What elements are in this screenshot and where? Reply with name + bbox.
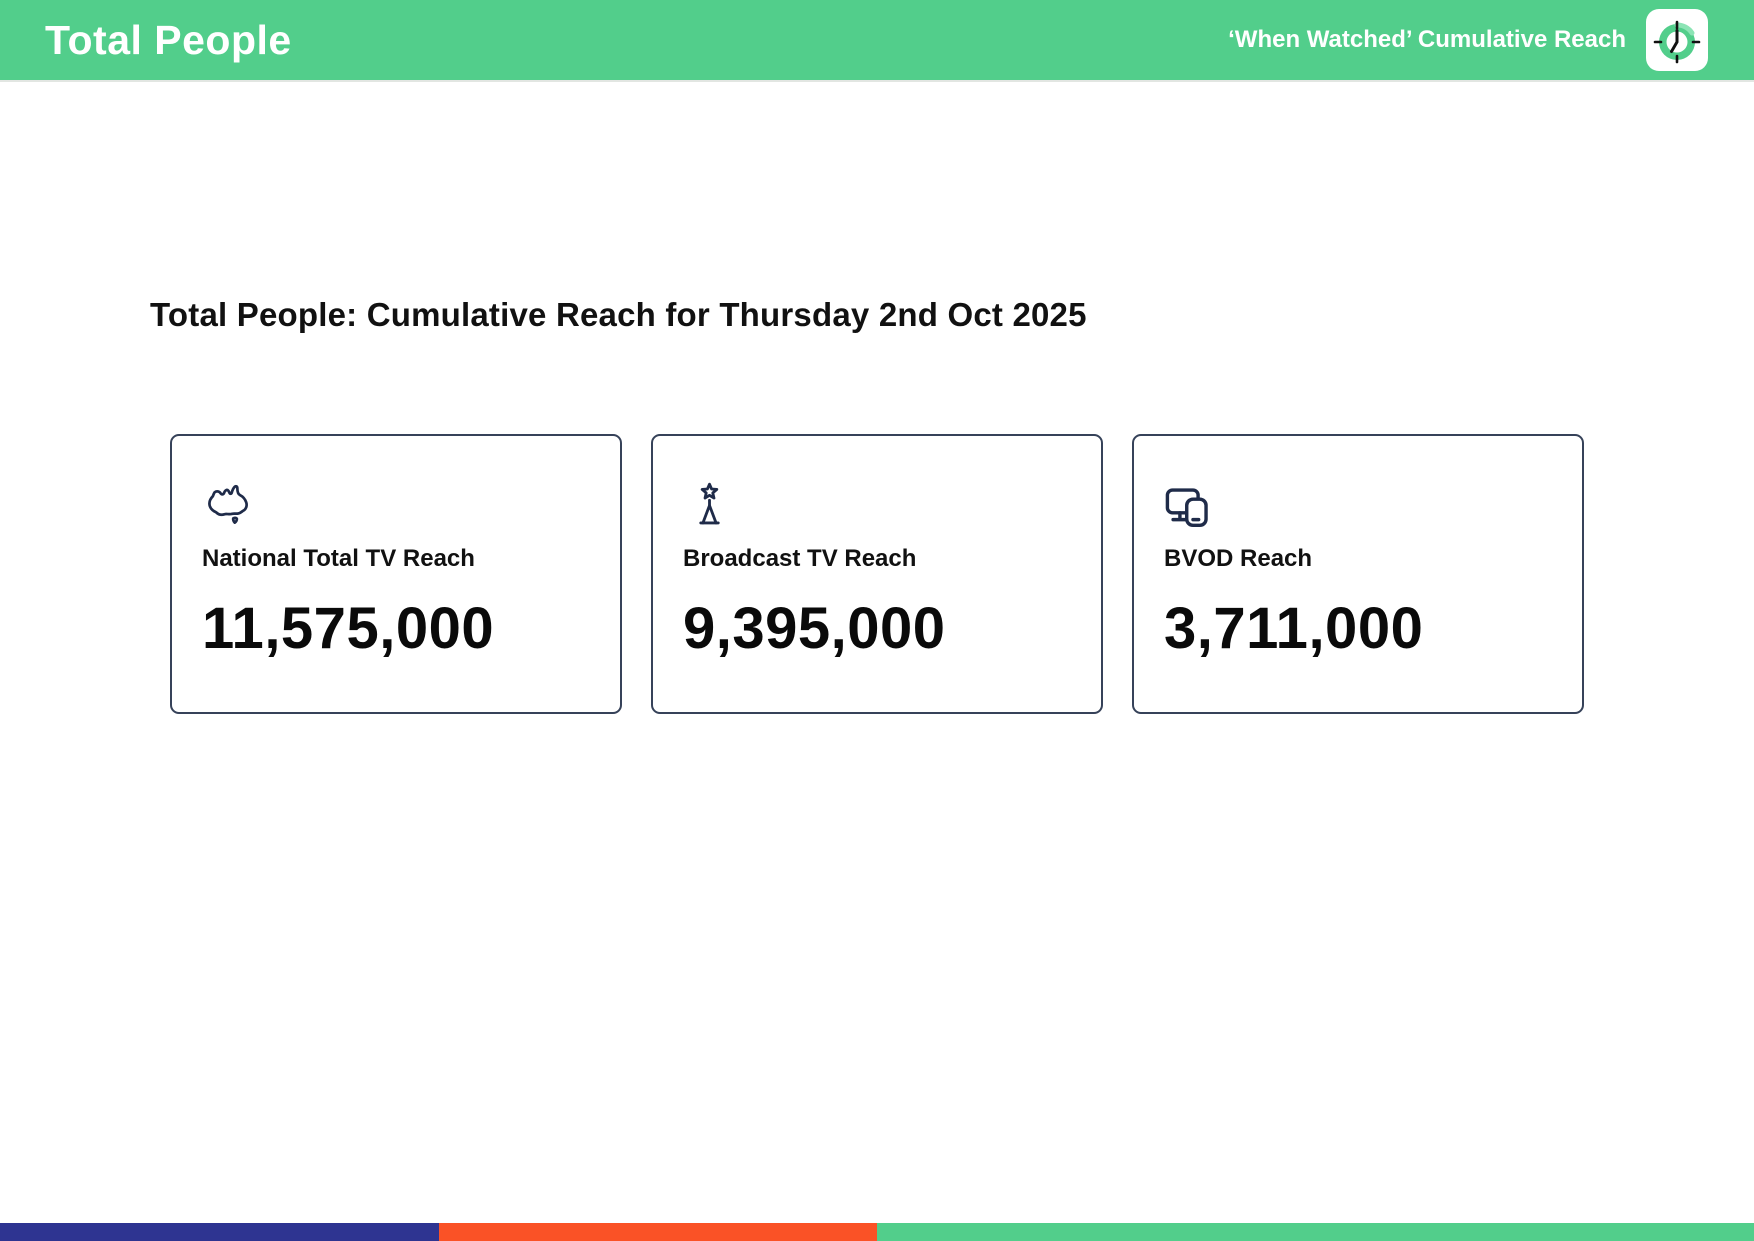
page-title: Total People	[45, 16, 292, 63]
card-national-total-tv-reach: National Total TV Reach 11,575,000	[170, 434, 622, 714]
card-bvod-reach: BVOD Reach 3,711,000	[1132, 434, 1584, 714]
card-value: 9,395,000	[683, 596, 946, 661]
report-type-label: ‘When Watched’ Cumulative Reach	[1228, 26, 1626, 53]
card-value: 11,575,000	[202, 596, 495, 661]
clock-icon	[1653, 20, 1701, 64]
footer-segment-green	[877, 1223, 1754, 1241]
card-broadcast-tv-reach: Broadcast TV Reach 9,395,000	[651, 434, 1103, 714]
card-value: 3,711,000	[1164, 596, 1424, 661]
when-watched-logo	[1646, 9, 1708, 71]
app-header: Total People ‘When Watched’ Cumulative R…	[0, 0, 1754, 82]
card-label: BVOD Reach	[1164, 545, 1313, 572]
card-label: National Total TV Reach	[202, 545, 475, 572]
footer-color-bar	[0, 1223, 1754, 1241]
header-right-group: ‘When Watched’ Cumulative Reach	[1228, 9, 1708, 71]
stat-cards: National Total TV Reach 11,575,000 Broad…	[170, 434, 1584, 714]
footer-segment-navy	[0, 1223, 439, 1241]
card-label: Broadcast TV Reach	[683, 545, 917, 572]
australia-map-icon	[202, 482, 600, 532]
footer-segment-orange	[438, 1223, 877, 1241]
report-heading: Total People: Cumulative Reach for Thurs…	[150, 296, 1087, 333]
broadcast-tower-icon	[683, 482, 1081, 532]
tv-and-phone-devices-icon	[1164, 482, 1562, 532]
